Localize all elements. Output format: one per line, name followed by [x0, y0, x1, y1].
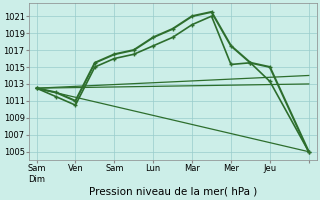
X-axis label: Pression niveau de la mer( hPa ): Pression niveau de la mer( hPa ) — [89, 187, 257, 197]
